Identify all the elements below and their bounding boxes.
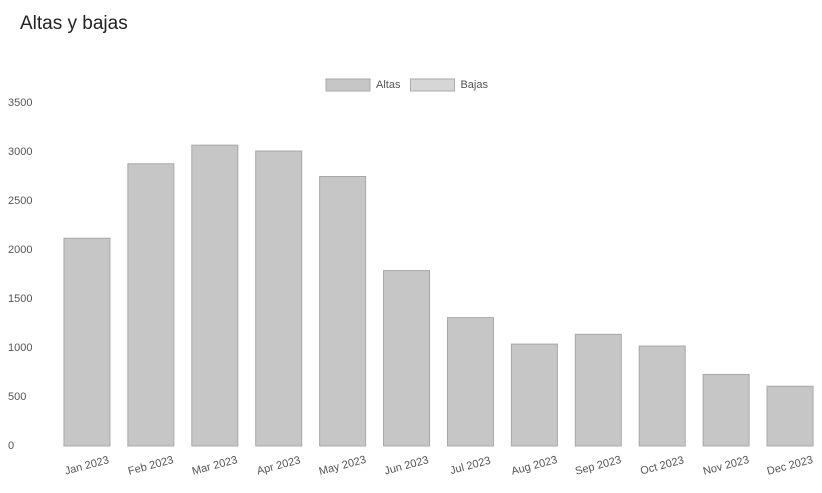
bar bbox=[127, 163, 175, 447]
y-tick-label: 0 bbox=[8, 440, 14, 452]
bar bbox=[702, 373, 750, 447]
y-tick-label: 1500 bbox=[8, 293, 32, 305]
y-tick-label: 500 bbox=[8, 391, 26, 403]
x-tick-label: Mar 2023 bbox=[191, 454, 239, 478]
x-tick-label: Aug 2023 bbox=[510, 454, 559, 478]
bar bbox=[319, 176, 367, 447]
x-tick-label: Dec 2023 bbox=[766, 454, 815, 478]
chart-title: Altas y bajas bbox=[20, 13, 128, 34]
y-tick-label: 2500 bbox=[8, 195, 32, 207]
legend-swatch bbox=[409, 78, 455, 92]
legend-swatch bbox=[325, 78, 371, 92]
bar bbox=[638, 345, 686, 447]
y-tick-label: 1000 bbox=[8, 342, 32, 354]
x-tick-label: Apr 2023 bbox=[256, 454, 302, 477]
y-tick-label: 3500 bbox=[8, 97, 32, 109]
legend-label: Bajas bbox=[460, 79, 488, 91]
x-tick-label: Oct 2023 bbox=[639, 454, 685, 477]
x-tick-label: Jul 2023 bbox=[449, 455, 492, 477]
legend-label: Altas bbox=[376, 79, 401, 91]
bar bbox=[766, 385, 814, 447]
bar bbox=[446, 317, 494, 447]
bar bbox=[191, 144, 239, 447]
x-tick-label: Sep 2023 bbox=[574, 454, 623, 478]
bar bbox=[383, 270, 431, 447]
bar bbox=[255, 150, 303, 447]
x-tick-label: Jun 2023 bbox=[383, 454, 430, 477]
bar bbox=[63, 237, 111, 447]
bar bbox=[574, 333, 622, 447]
x-tick-label: Jan 2023 bbox=[64, 454, 111, 477]
y-tick-label: 3000 bbox=[8, 146, 32, 158]
x-tick-label: Feb 2023 bbox=[127, 454, 175, 478]
y-tick-label: 2000 bbox=[8, 244, 32, 256]
x-tick-label: Nov 2023 bbox=[702, 454, 751, 478]
x-tick-label: May 2023 bbox=[318, 454, 368, 478]
bar bbox=[510, 343, 558, 447]
